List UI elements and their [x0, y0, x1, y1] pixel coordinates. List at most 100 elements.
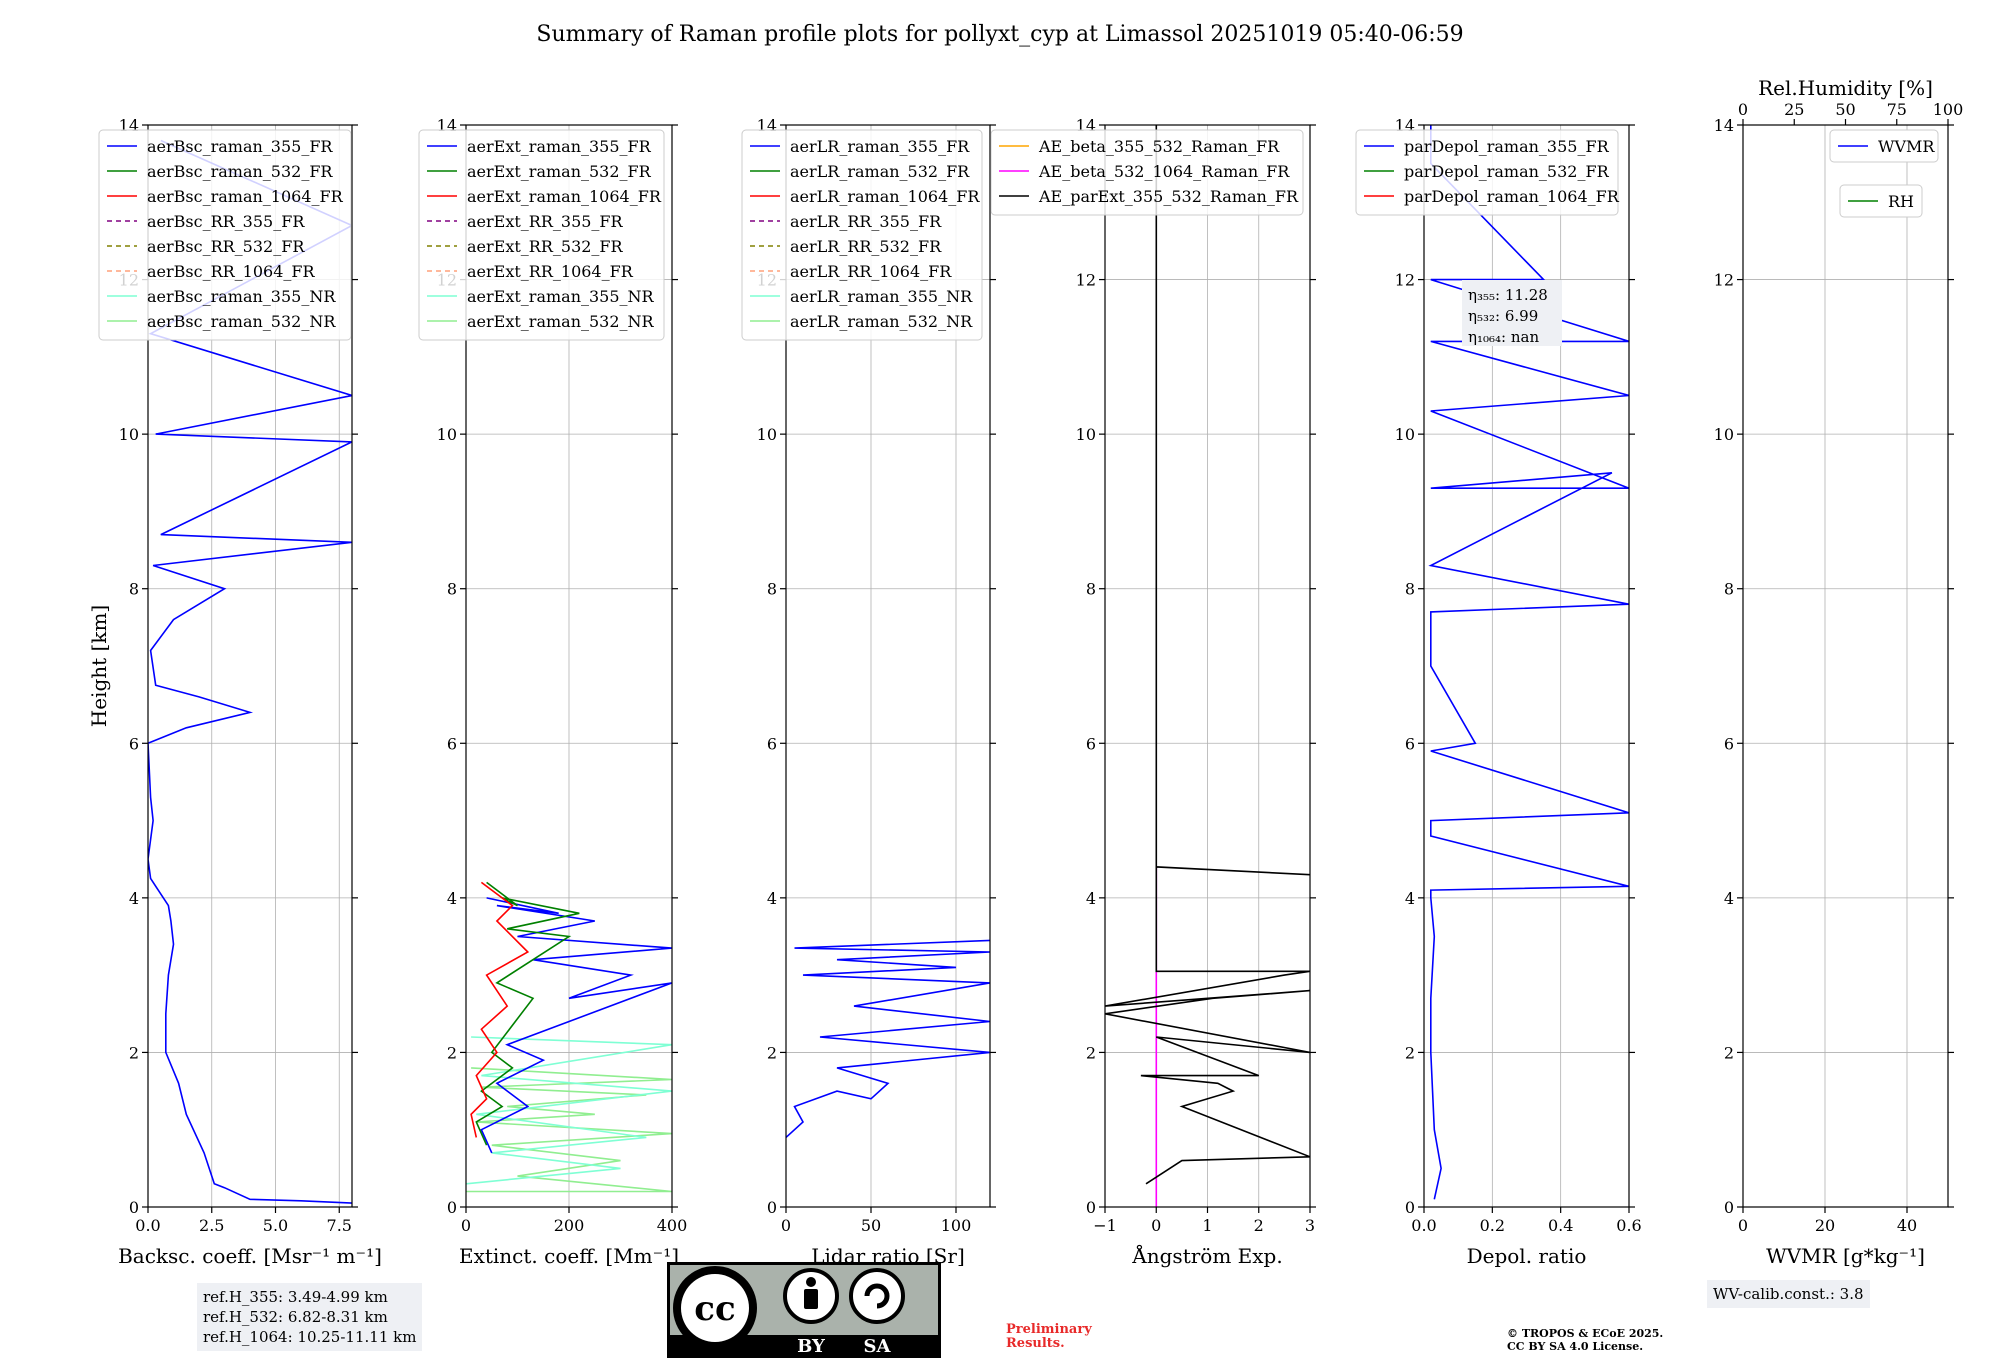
series-line-aerExt_raman_1064_FR: [470, 881, 530, 1138]
legend-box: [1355, 129, 1619, 216]
y-tick-label: 12: [1076, 271, 1096, 290]
series-line-aerExt_raman_532_FR: [475, 881, 580, 1146]
x-tick-label: 2.5: [199, 1216, 224, 1235]
legend-entry: aerLR_RR_1064_FR: [790, 262, 952, 281]
y-tick-label: 4: [1405, 889, 1415, 908]
legend-box: [741, 129, 983, 341]
legend-entry: RH: [1888, 192, 1914, 211]
y-tick-label: 6: [1405, 734, 1415, 753]
y-tick-label: 6: [1724, 734, 1734, 753]
legend-entry: aerExt_raman_355_FR: [467, 137, 652, 156]
legend-entry: parDepol_raman_355_FR: [1404, 137, 1610, 156]
cc-by-sa-badge: cc BY SA: [667, 1262, 941, 1358]
y-tick-label: 0: [1405, 1198, 1415, 1217]
y-tick-label: 8: [767, 580, 777, 599]
preliminary-line-2: Results.: [1006, 1336, 1065, 1351]
legend-rh: RH: [1839, 184, 1923, 218]
x-tick-label: −1: [1093, 1216, 1117, 1235]
y-tick-label: 0: [1086, 1198, 1096, 1217]
annotation-line: η₅₃₂: 6.99: [1468, 307, 1538, 325]
x-tick-label: 0.4: [1548, 1216, 1573, 1235]
x-tick-label: 100: [941, 1216, 972, 1235]
legend-entry: aerBsc_raman_532_FR: [147, 162, 333, 181]
x-axis-label: Extinct. coeff. [Mm⁻¹]: [459, 1244, 679, 1268]
legend-entry: aerExt_RR_1064_FR: [467, 262, 634, 281]
y-tick-label: 4: [447, 889, 457, 908]
copyright-line-2: CC BY SA 4.0 License.: [1507, 1340, 1644, 1353]
legend-entry: aerLR_raman_1064_FR: [790, 187, 980, 206]
legend-entry: aerBsc_RR_532_FR: [147, 237, 305, 256]
x-tick-label: 0.0: [135, 1216, 160, 1235]
annotation-box: [1462, 280, 1562, 346]
axes-frame: [1423, 124, 1630, 1208]
series-line-AE_parExt_355_532_Raman_FR: [1105, 125, 1310, 1185]
y-tick-label: 14: [1714, 116, 1734, 135]
y-tick-label: 8: [1405, 580, 1415, 599]
axes-frame: [1742, 124, 1949, 1208]
x-tick-label: 400: [657, 1216, 688, 1235]
legend-extinction: aerExt_raman_355_FR aerExt_raman_532_FRae…: [418, 129, 665, 341]
x-tick-label: 5.0: [263, 1216, 288, 1235]
y-tick-label: 10: [119, 425, 139, 444]
x-axis-label: WVMR [g*kg⁻¹]: [1766, 1244, 1925, 1268]
annotation-line: η₃₅₅: 11.28: [1468, 286, 1548, 304]
legend-angstrom: AE_beta_355_532_Raman_FR AE_beta_532_1064…: [990, 129, 1304, 216]
legend-entry: aerExt_raman_532_FR: [467, 162, 652, 181]
y-tick-label: 0: [767, 1198, 777, 1217]
x-tick-label: 0: [1738, 1216, 1748, 1235]
x2-tick-label: 0: [1738, 100, 1748, 119]
legend-box: [1829, 129, 1939, 163]
y-tick-label: 10: [1395, 425, 1415, 444]
y-tick-label: 10: [1076, 425, 1096, 444]
x2-tick-label: 100: [1933, 100, 1964, 119]
legend-entry: aerLR_raman_532_FR: [790, 162, 970, 181]
x-tick-label: 0.0: [1411, 1216, 1436, 1235]
copyright-line-1: © TROPOS & ECoE 2025.: [1507, 1327, 1664, 1340]
x-tick-label: 7.5: [327, 1216, 352, 1235]
legend-entry: aerLR_RR_532_FR: [790, 237, 942, 256]
x-tick-label: 2: [1254, 1216, 1264, 1235]
svg-text:cc: cc: [694, 1289, 735, 1329]
x-tick-label: 0: [781, 1216, 791, 1235]
ref-height-355: ref.H_355: 3.49-4.99 km: [203, 1288, 388, 1306]
axes-frame: [785, 124, 991, 1208]
y-tick-label: 8: [1086, 580, 1096, 599]
y-tick-label: 12: [1714, 271, 1734, 290]
y-tick-label: 10: [1714, 425, 1734, 444]
x-tick-label: 0: [461, 1216, 471, 1235]
legend-entry: AE_beta_532_1064_Raman_FR: [1038, 162, 1290, 181]
x-tick-label: 20: [1815, 1216, 1835, 1235]
x-tick-label: 200: [554, 1216, 585, 1235]
y-tick-label: 4: [1086, 889, 1096, 908]
y-tick-label: 10: [437, 425, 457, 444]
y-tick-label: 6: [447, 734, 457, 753]
x-tick-label: 0.6: [1616, 1216, 1641, 1235]
x-axis-label: Backsc. coeff. [Msr⁻¹ m⁻¹]: [118, 1244, 382, 1268]
legend-entry: aerBsc_raman_355_FR: [147, 137, 333, 156]
legend-wvmr: WVMR: [1829, 129, 1939, 163]
y-tick-label: 6: [129, 734, 139, 753]
x-tick-label: 50: [861, 1216, 881, 1235]
y-tick-label: 6: [1086, 734, 1096, 753]
legend-box: [1839, 184, 1923, 218]
y-tick-label: 2: [1086, 1043, 1096, 1062]
legend-entry: aerLR_raman_532_NR: [790, 312, 973, 331]
x2-axis-label: Rel.Humidity [%]: [1758, 76, 1933, 100]
axes-frame: [147, 124, 353, 1208]
y-tick-label: 4: [129, 889, 139, 908]
y-tick-label: 2: [1405, 1043, 1415, 1062]
ref-height-532: ref.H_532: 6.82-8.31 km: [203, 1308, 388, 1326]
x2-tick-label: 25: [1784, 100, 1804, 119]
y-axis-label: Height [km]: [87, 605, 111, 727]
legend-entry: aerExt_raman_532_NR: [467, 312, 655, 331]
x-tick-label: 1: [1202, 1216, 1212, 1235]
legend-depol: parDepol_raman_355_FR parDepol_raman_532_…: [1355, 129, 1620, 216]
preliminary-line-1: Preliminary: [1006, 1322, 1092, 1337]
preliminary-note: Preliminary Results.: [1006, 1323, 1092, 1351]
legend-entry: aerLR_raman_355_NR: [790, 287, 973, 306]
legend-entry: aerBsc_raman_355_NR: [147, 287, 336, 306]
y-tick-label: 2: [129, 1043, 139, 1062]
